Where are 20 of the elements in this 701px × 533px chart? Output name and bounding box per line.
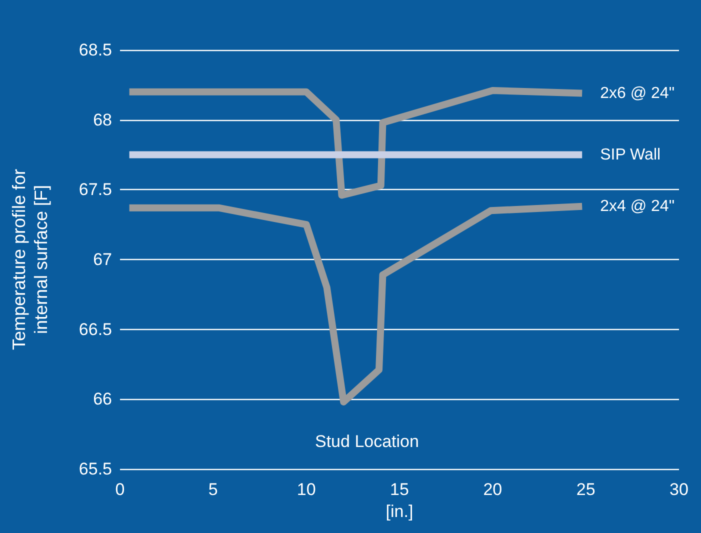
x-tick-label: 10 [296, 480, 316, 499]
y-tick-label: 66 [93, 390, 112, 409]
x-tick-label: 15 [390, 480, 409, 499]
x-tick-label: 20 [483, 480, 502, 499]
y-tick-label: 68 [93, 110, 112, 130]
series-label: SIP Wall [600, 146, 661, 164]
y-tick-label: 67.5 [78, 180, 112, 200]
annotation: Stud Location [315, 432, 419, 451]
x-tick-label: 0 [115, 480, 125, 499]
y-tick-label: 65.5 [78, 460, 112, 478]
y-axis-title: Temperature profile for internal surface [F] [9, 168, 51, 350]
y-tick-label: 68.5 [78, 40, 112, 60]
x-tick-label: 30 [670, 480, 688, 499]
series-label: 2x4 @ 24" [600, 198, 675, 215]
y-tick-label: 67 [93, 250, 112, 269]
series-label: 2x6 @ 24" [600, 84, 675, 102]
x-tick-label: 5 [208, 480, 218, 499]
x-tick-label: 25 [576, 480, 596, 499]
y-tick-label: 66.5 [78, 320, 112, 339]
x-axis-title: [in.] [386, 502, 414, 521]
